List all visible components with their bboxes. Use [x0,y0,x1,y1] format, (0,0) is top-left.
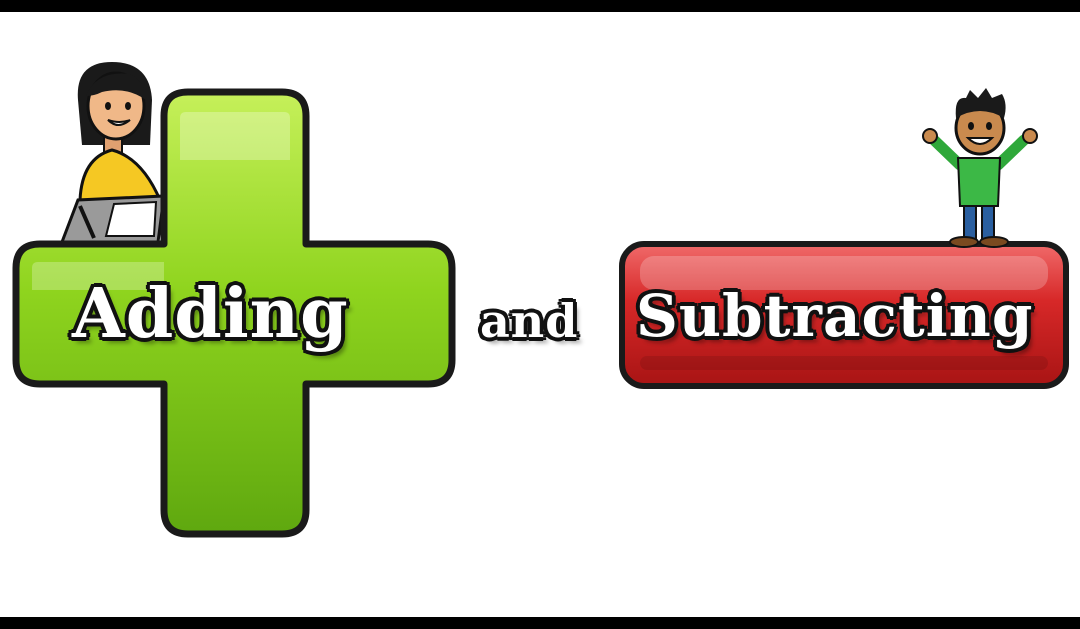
letterbox-top [0,0,1080,12]
boy-waving-icon [922,88,1038,248]
title-word-and: and [480,294,579,348]
title-card: Adding and Subtracting [0,12,1080,617]
letterbox-bottom [0,617,1080,629]
minus-sign-icon [619,241,1069,389]
illustration-layer [12,62,1069,538]
title-word-subtracting: Subtracting [636,282,1034,350]
plus-sign-icon [12,88,456,538]
girl-with-clipboard-icon [59,62,166,244]
title-word-adding: Adding [72,274,349,354]
